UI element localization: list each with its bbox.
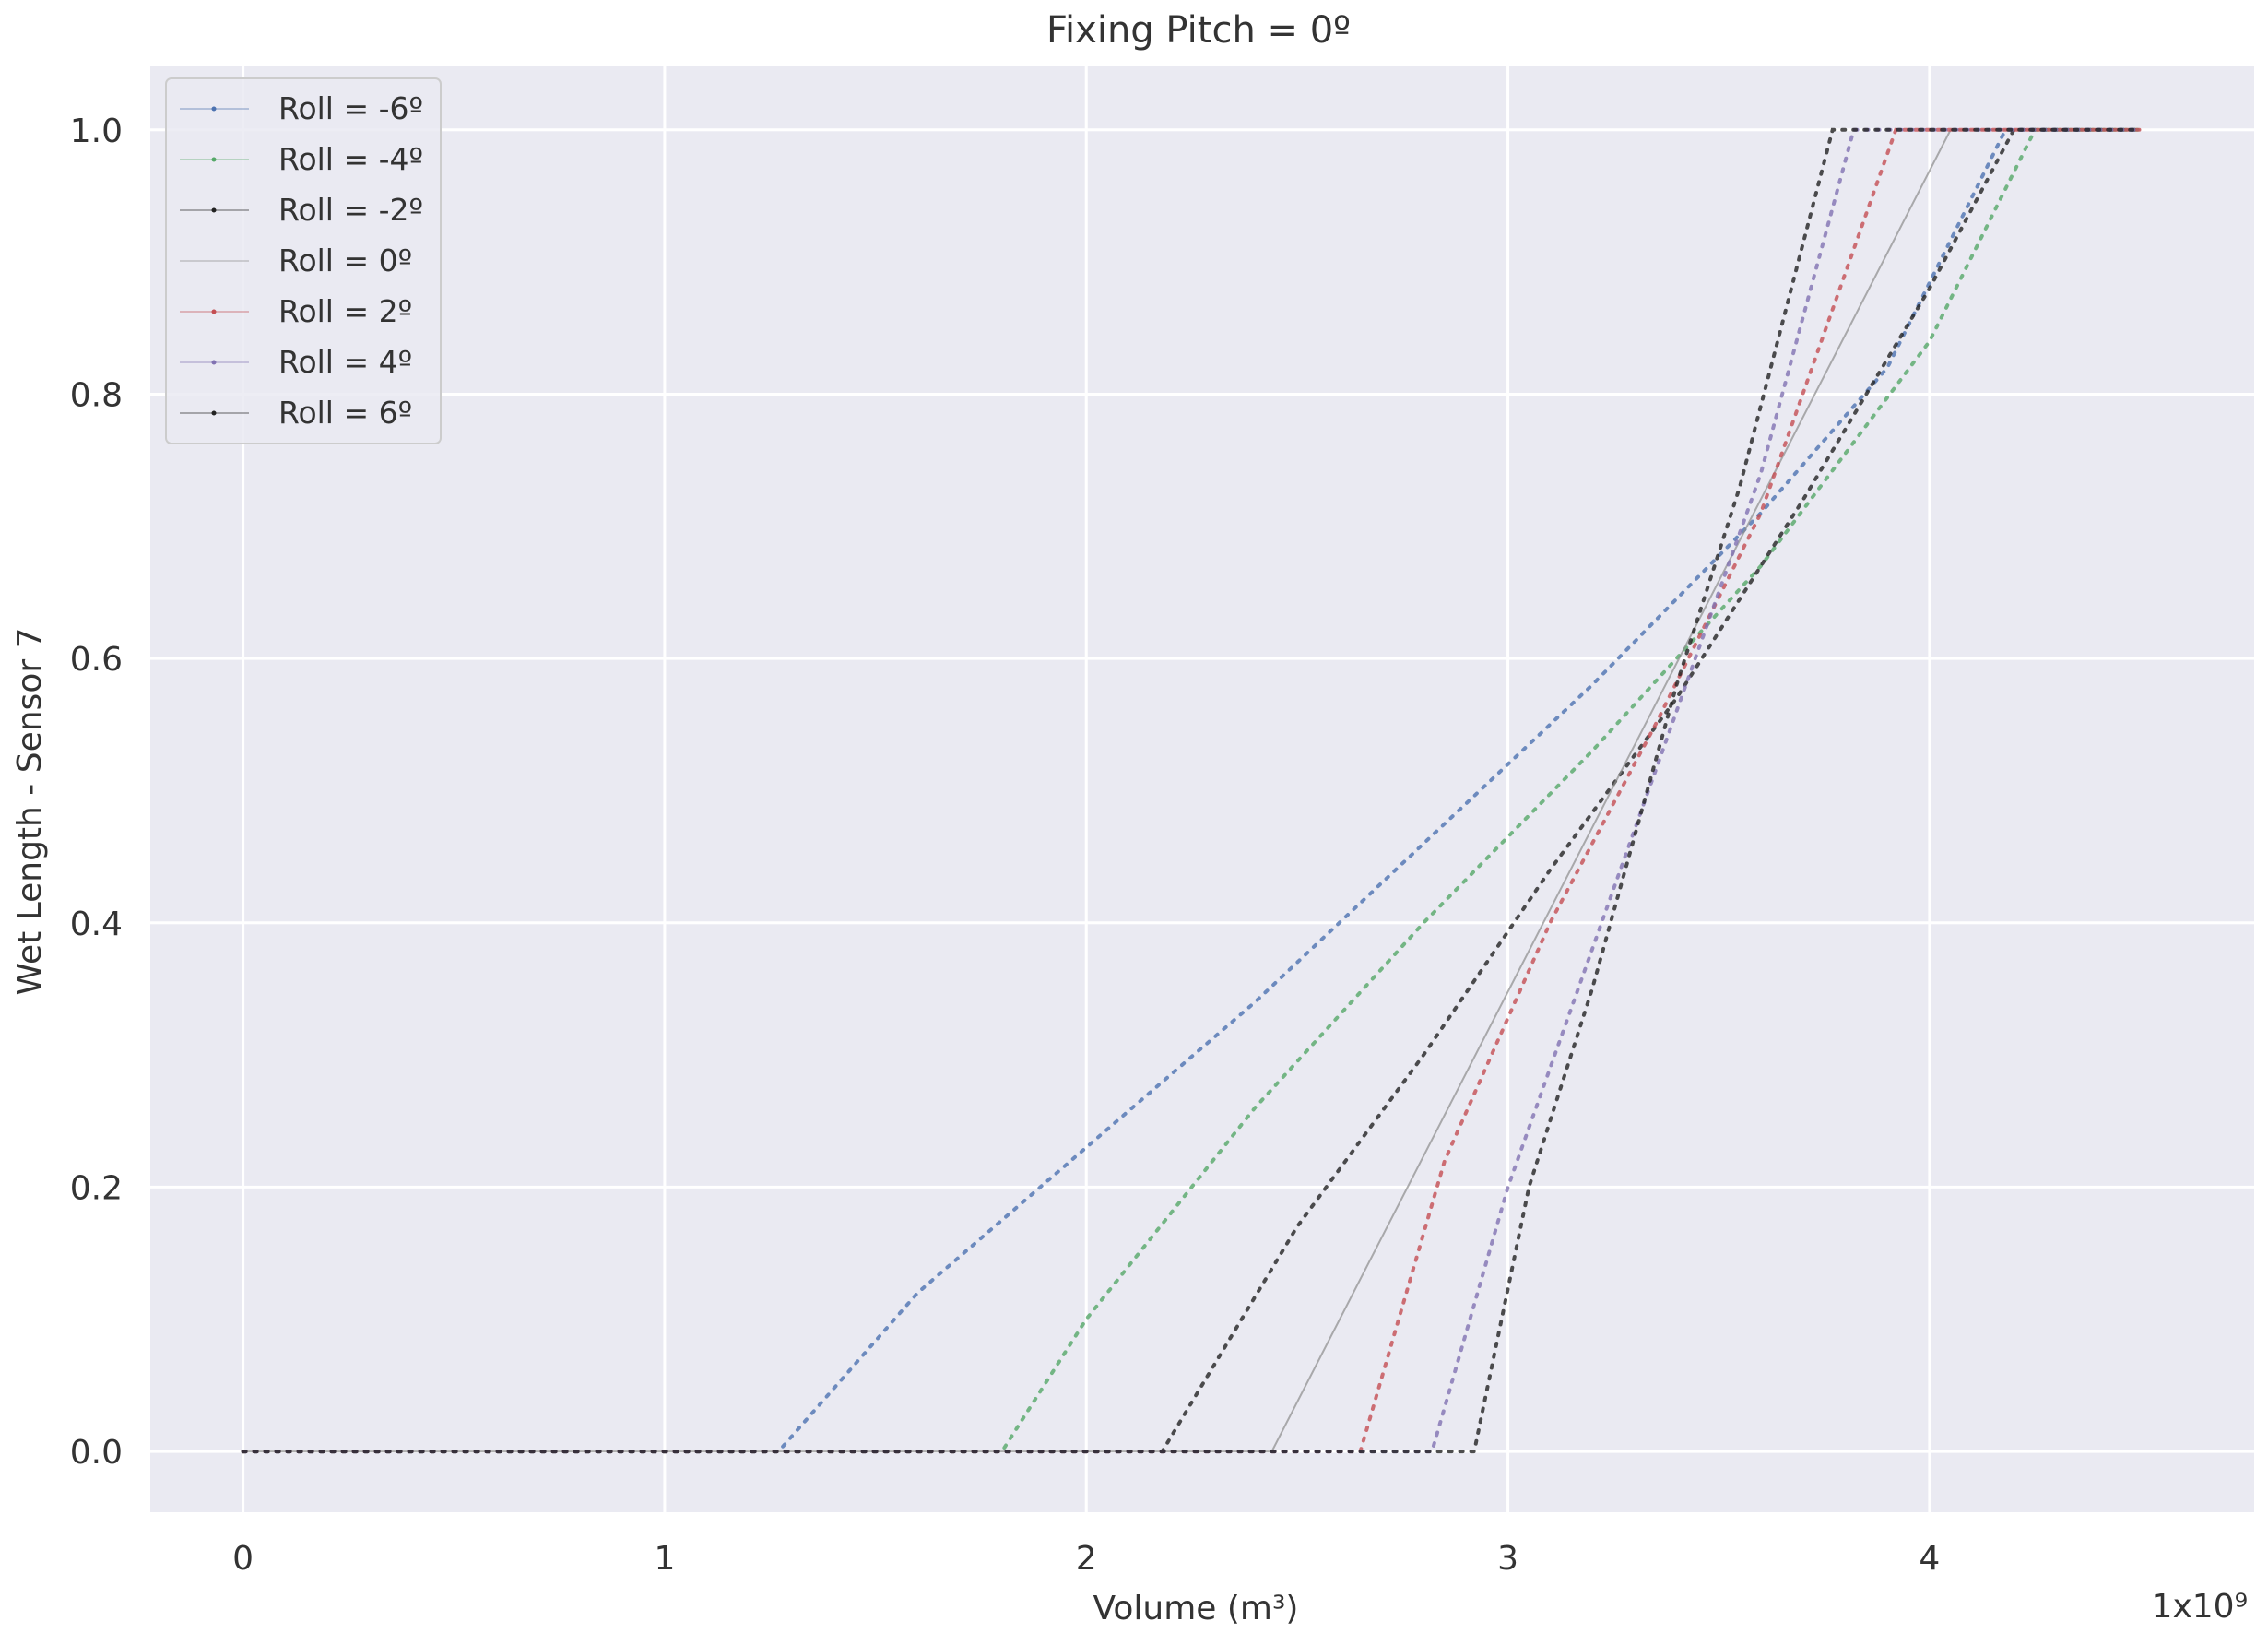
legend-marker xyxy=(211,309,217,314)
legend-marker xyxy=(211,157,217,162)
x-axis-label: Volume (m³) xyxy=(1093,1590,1299,1627)
series-line-1 xyxy=(241,127,2143,1454)
series-line-3 xyxy=(241,127,2143,1454)
series-line-7 xyxy=(241,127,2143,1454)
x-tick-label: 3 xyxy=(1497,1540,1518,1578)
series-lines xyxy=(241,127,2143,1454)
legend-marker xyxy=(211,360,217,365)
legend-label: Roll = 4º xyxy=(278,344,412,380)
legend-label: Roll = 6º xyxy=(278,395,412,431)
tick-labels: 0 1 2 3 4 0.0 0.2 0.4 0.6 0.8 1.0 xyxy=(70,112,1941,1578)
x-tick-label: 0 xyxy=(232,1540,254,1578)
x-tick-label: 4 xyxy=(1919,1540,1940,1578)
legend-marker xyxy=(211,207,217,213)
legend-label: Roll = -4º xyxy=(278,141,423,177)
y-tick-label: 0.8 xyxy=(70,376,123,414)
legend-label: Roll = 2º xyxy=(278,293,412,329)
y-axis-label: Wet Length - Sensor 7 xyxy=(11,628,49,996)
legend: Roll = -6º Roll = -4º Roll = -2º Roll = 0º R… xyxy=(165,77,442,444)
y-tick-label: 0.4 xyxy=(70,905,123,943)
legend-label: Roll = -2º xyxy=(278,192,423,228)
series-line-2 xyxy=(241,127,2143,1454)
legend-box xyxy=(165,77,442,444)
legend-label: Roll = -6º xyxy=(278,90,423,126)
x-axis-offset-label: 1x10⁹ xyxy=(2152,1588,2248,1626)
legend-marker xyxy=(211,410,217,416)
y-tick-label: 0.0 xyxy=(70,1434,123,1472)
y-tick-label: 0.6 xyxy=(70,641,123,679)
legend-marker xyxy=(211,106,217,112)
legend-label: Roll = 0º xyxy=(278,243,412,278)
y-tick-label: 1.0 xyxy=(70,112,123,150)
x-tick-label: 2 xyxy=(1076,1540,1097,1578)
chart-title: Fixing Pitch = 0º xyxy=(1046,9,1351,52)
plot-background xyxy=(150,66,2254,1512)
x-tick-label: 1 xyxy=(654,1540,675,1578)
y-tick-label: 0.2 xyxy=(70,1169,123,1207)
series-line-5 xyxy=(241,127,2143,1454)
